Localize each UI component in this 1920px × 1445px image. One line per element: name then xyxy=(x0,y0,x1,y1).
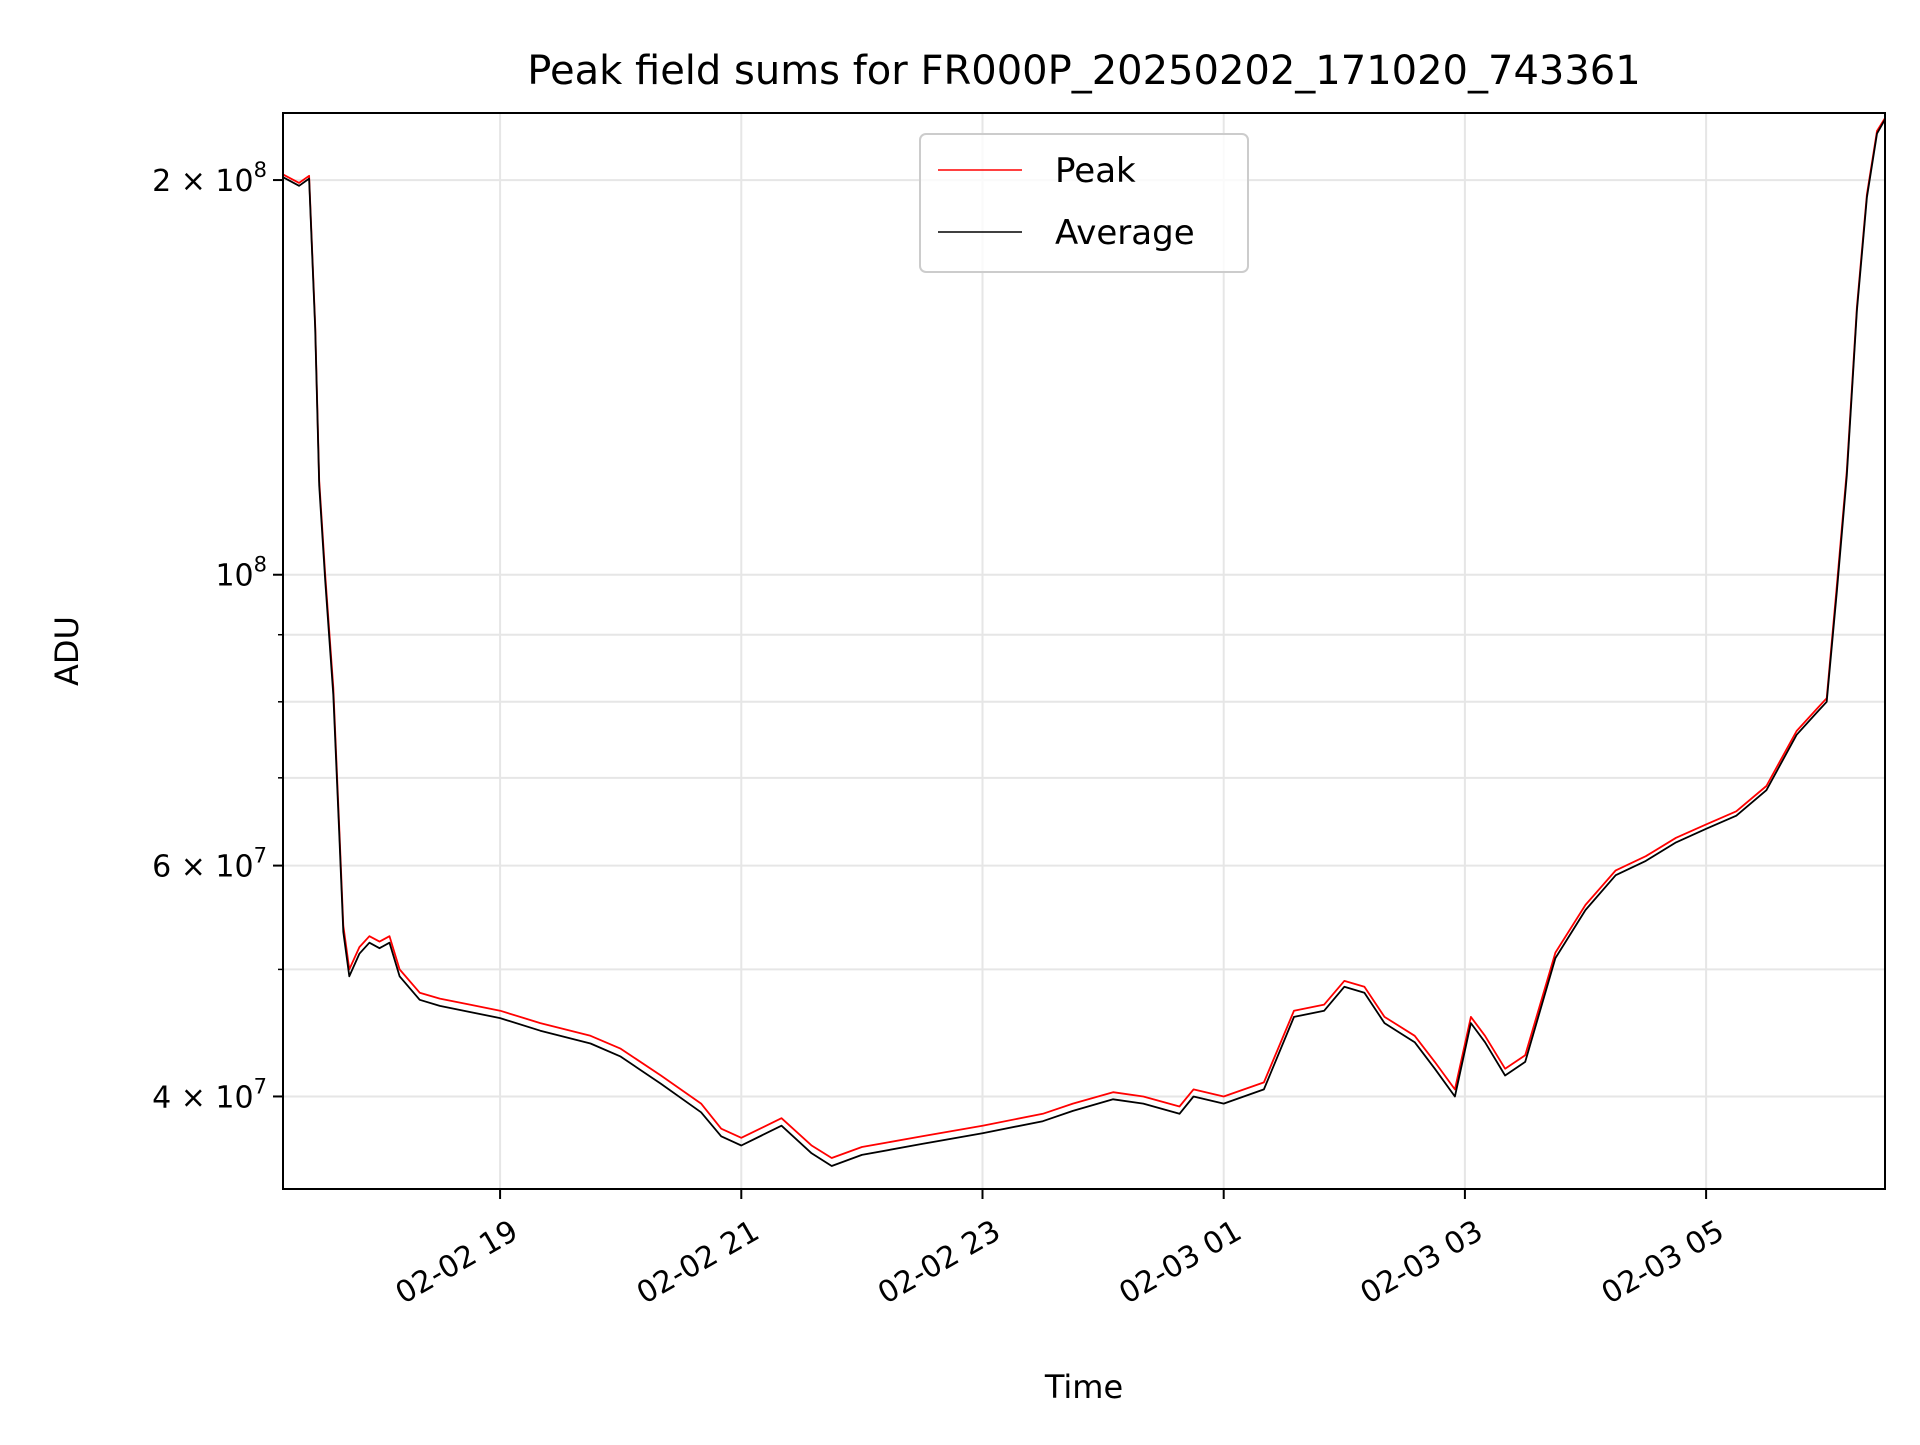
legend-label-average: Average xyxy=(1055,213,1195,253)
y-tick-label: 108 xyxy=(215,553,267,594)
y-tick-label-exponent: 7 xyxy=(254,1074,267,1098)
y-tick-label: 2 × 108 xyxy=(152,158,267,199)
y-tick-label: 6 × 107 xyxy=(152,844,267,885)
y-tick-label-base: 2 × 10 xyxy=(152,164,253,199)
y-tick-label-base: 4 × 10 xyxy=(152,1080,253,1115)
y-tick-label-exponent: 7 xyxy=(254,844,267,868)
series-line-peak xyxy=(282,117,1886,1159)
x-axis-label: Time xyxy=(1044,1368,1123,1406)
series-layer xyxy=(282,117,1886,1167)
y-tick-label-exponent: 8 xyxy=(254,553,267,577)
chart-title: Peak field sums for FR000P_20250202_1710… xyxy=(527,48,1640,94)
legend: Peak Average xyxy=(919,133,1249,273)
plot-frame xyxy=(282,112,1886,1190)
y-tick-label-base: 6 × 10 xyxy=(152,850,253,885)
legend-label-peak: Peak xyxy=(1055,151,1136,191)
y-tick-label-exponent: 8 xyxy=(254,158,267,182)
series-line-average xyxy=(282,118,1886,1167)
y-axis-label: ADU xyxy=(48,616,86,686)
legend-box xyxy=(919,133,1249,273)
y-tick-label-base: 10 xyxy=(215,559,253,594)
y-tick-label: 4 × 107 xyxy=(152,1074,267,1115)
